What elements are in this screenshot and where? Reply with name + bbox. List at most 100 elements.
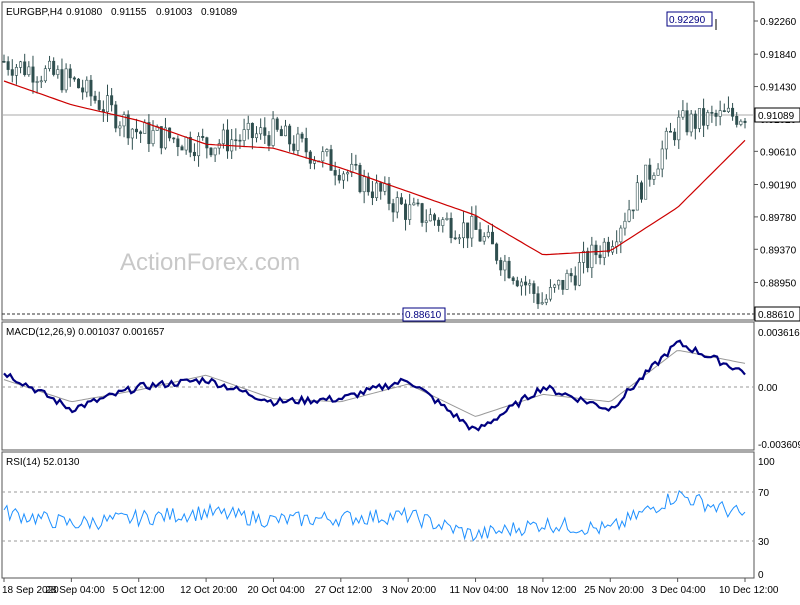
candle-body (300, 133, 304, 139)
candle-body (623, 220, 627, 229)
candle-body (656, 168, 660, 176)
low-price-axis-label: 0.88610 (758, 310, 795, 321)
candle-body (259, 127, 263, 135)
candle-body (569, 273, 573, 277)
candle-body (424, 220, 428, 223)
candle-body (470, 216, 474, 239)
candle-body (668, 130, 672, 133)
candle-body (453, 237, 457, 240)
candle-body (43, 68, 47, 82)
candle-body (644, 164, 648, 200)
candle-body (544, 298, 548, 303)
candle-body (478, 229, 482, 242)
candle-body (532, 283, 536, 294)
ohlc-high: 0.91155 (111, 7, 147, 18)
candle-body (718, 110, 722, 117)
time-axis-label: 11 Nov 04:00 (450, 585, 509, 596)
candle-body (10, 69, 14, 76)
candle-body (486, 231, 490, 237)
candle-body (321, 151, 325, 162)
candle-body (14, 67, 18, 76)
price-axis-label: 0.89780 (760, 213, 797, 224)
candle-body (341, 173, 345, 181)
rsi-panel-frame (1, 451, 755, 579)
candle-body (77, 78, 81, 89)
candle-body (209, 147, 213, 156)
macd-title: MACD(12,26,9) 0.001037 0.001657 (6, 327, 165, 338)
candle-body (23, 61, 27, 75)
candle-body (201, 136, 205, 138)
candle-body (296, 133, 300, 151)
candle-body (130, 128, 134, 139)
candle-body (524, 281, 528, 286)
candle-body (652, 175, 656, 180)
candle-body (197, 136, 201, 157)
candle-body (143, 122, 147, 134)
candle-body (250, 122, 254, 139)
candle-body (246, 122, 250, 130)
candle-body (89, 79, 93, 97)
candle-body (399, 197, 403, 205)
candle-body (31, 66, 35, 83)
macd-tick-top: 0.003616 (758, 328, 800, 339)
candle-body (474, 216, 478, 230)
time-axis-label: 12 Oct 20:00 (180, 585, 238, 596)
candle-body (81, 87, 85, 93)
candle-body (126, 114, 130, 139)
price-axis-label: 0.88950 (760, 278, 797, 289)
macd-tick-bottom: -0.003609 (758, 440, 800, 451)
candle-body (540, 302, 544, 305)
candle-body (735, 116, 739, 125)
candle-body (205, 137, 209, 149)
candle-body (159, 126, 163, 149)
candle-body (673, 131, 677, 141)
current-price-label: 0.91089 (758, 111, 795, 122)
candle-body (664, 130, 668, 150)
candle-body (495, 243, 499, 261)
candle-body (288, 125, 292, 145)
candle-body (697, 108, 701, 129)
candle-body (60, 69, 64, 91)
candle-body (660, 148, 664, 170)
candle-body (147, 122, 151, 145)
time-axis-label: 3 Dec 04:00 (652, 585, 706, 596)
candle-body (72, 77, 76, 80)
candle-body (499, 260, 503, 271)
candle-body (366, 176, 370, 193)
candle-body (689, 113, 693, 133)
candle-body (134, 128, 138, 133)
candle-body (590, 244, 594, 268)
candle-body (433, 214, 437, 221)
macd-panel-frame (1, 321, 755, 451)
candle-body (333, 170, 337, 176)
candle-body (627, 209, 631, 222)
candle-body (515, 280, 519, 287)
candle-body (387, 183, 391, 204)
candle-body (118, 125, 122, 129)
candle-body (163, 127, 167, 149)
high-label-box (666, 11, 713, 27)
candle-body (114, 104, 118, 129)
candle-body (466, 222, 470, 239)
rsi-tick-100: 100 (758, 457, 775, 468)
candle-body (722, 110, 726, 112)
rsi-tick-30: 30 (758, 537, 770, 548)
candle-body (275, 118, 279, 130)
candle-body (68, 68, 72, 79)
price-axis-label: 0.91840 (760, 50, 797, 61)
candle-body (743, 120, 747, 123)
candle-body (553, 284, 557, 288)
candle-body (565, 273, 569, 290)
candle-body (304, 138, 308, 153)
candle-body (329, 149, 333, 171)
candle-body (573, 275, 577, 286)
macd-signal-line (3, 350, 746, 417)
candle-body (35, 81, 39, 83)
candle-body (292, 143, 296, 151)
time-axis-label: 25 Nov 20:00 (584, 585, 644, 596)
candle-body (577, 262, 581, 286)
candle-body (677, 116, 681, 141)
price-axis-label: 0.89370 (760, 245, 797, 256)
